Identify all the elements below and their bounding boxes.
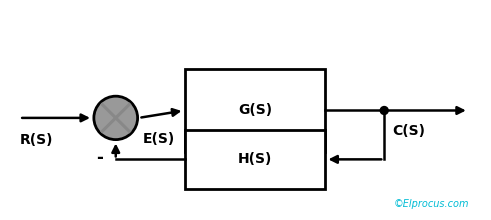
Text: ©Elprocus.com: ©Elprocus.com [393, 199, 469, 209]
FancyBboxPatch shape [185, 69, 325, 152]
Circle shape [94, 96, 137, 140]
Text: R(S): R(S) [19, 133, 53, 147]
Circle shape [380, 106, 388, 114]
FancyBboxPatch shape [185, 130, 325, 189]
Text: -: - [96, 150, 103, 167]
Text: E(S): E(S) [142, 132, 175, 146]
Text: C(S): C(S) [392, 124, 425, 138]
Text: G(S): G(S) [238, 103, 272, 117]
Text: H(S): H(S) [238, 152, 272, 166]
